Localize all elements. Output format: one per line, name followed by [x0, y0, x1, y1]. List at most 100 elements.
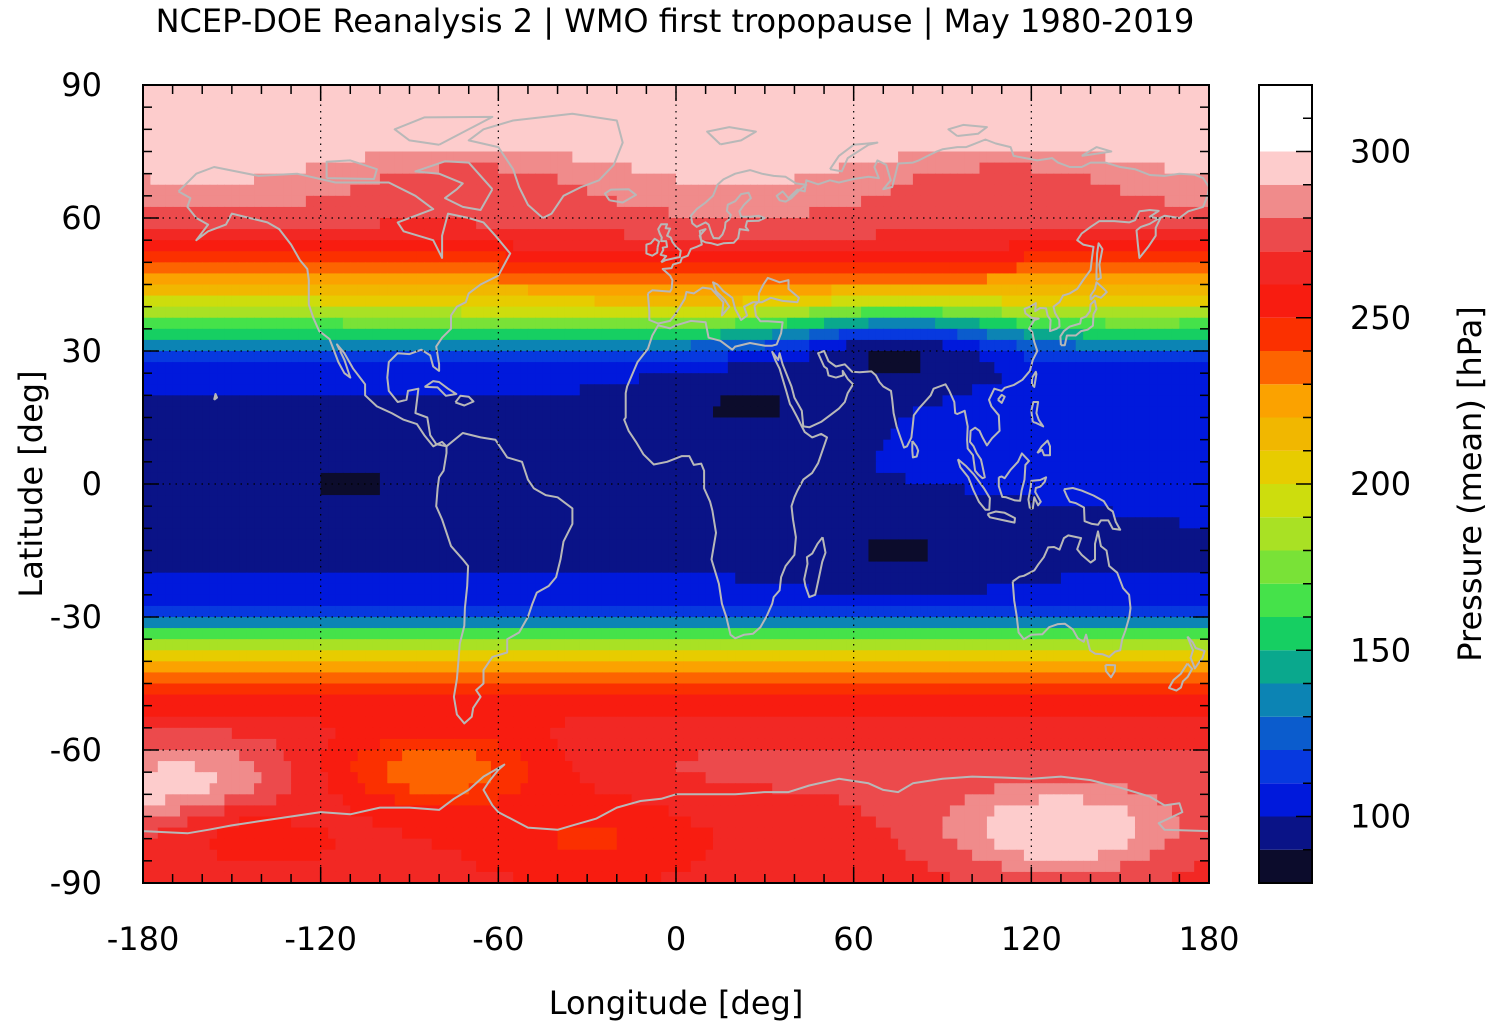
heatmap-cell: [698, 206, 707, 219]
heatmap-cell: [261, 339, 270, 352]
heatmap-cell: [402, 229, 411, 241]
heatmap-cell: [838, 262, 847, 275]
heatmap-cell: [690, 162, 699, 175]
heatmap-cell: [972, 351, 981, 363]
heatmap-cell: [616, 251, 625, 263]
heatmap-cell: [1090, 351, 1099, 363]
heatmap-cell: [698, 107, 707, 119]
heatmap-cell: [150, 384, 159, 396]
heatmap-cell: [402, 240, 411, 252]
heatmap-cell: [838, 96, 847, 108]
heatmap-cell: [180, 85, 189, 97]
heatmap-cell: [461, 262, 470, 275]
heatmap-cell: [268, 439, 277, 452]
heatmap-cell: [424, 339, 433, 352]
heatmap-cell: [1194, 151, 1203, 164]
heatmap-cell: [964, 351, 973, 363]
heatmap-cell: [254, 162, 263, 175]
heatmap-cell: [1186, 206, 1195, 219]
heatmap-cell: [1157, 229, 1166, 241]
heatmap-cell: [157, 439, 166, 452]
heatmap-cell: [683, 395, 692, 408]
heatmap-cell: [1157, 362, 1166, 374]
heatmap-cell: [246, 417, 255, 430]
heatmap-cell: [350, 428, 359, 441]
heatmap-cell: [853, 173, 862, 186]
heatmap-cell: [527, 107, 536, 119]
heatmap-cell: [624, 284, 633, 297]
heatmap-cell: [357, 317, 366, 330]
heatmap-cell: [1194, 129, 1203, 142]
heatmap-cell: [372, 351, 381, 363]
heatmap-cell: [846, 373, 855, 385]
heatmap-cell: [772, 96, 781, 108]
heatmap-cell: [735, 240, 744, 252]
heatmap-cell: [1038, 85, 1047, 97]
heatmap-cell: [698, 129, 707, 142]
heatmap-cell: [875, 118, 884, 130]
heatmap-cell: [187, 195, 196, 208]
heatmap-cell: [150, 450, 159, 463]
heatmap-cell: [979, 173, 988, 186]
heatmap-cell: [461, 351, 470, 363]
heatmap-cell: [298, 306, 307, 319]
heatmap-cell: [1090, 173, 1099, 186]
heatmap-cell: [1142, 162, 1151, 175]
heatmap-cell: [505, 450, 514, 463]
heatmap-cell: [720, 195, 729, 208]
heatmap-cell: [372, 450, 381, 463]
heatmap-cell: [809, 273, 818, 286]
heatmap-cell: [564, 140, 573, 153]
heatmap-cell: [476, 151, 485, 164]
heatmap-cell: [342, 395, 351, 408]
heatmap-cell: [239, 328, 248, 341]
heatmap-cell: [898, 351, 907, 363]
heatmap-cell: [875, 129, 884, 142]
heatmap-cell: [1112, 384, 1121, 396]
heatmap-cell: [446, 140, 455, 153]
heatmap-cell: [328, 129, 337, 142]
heatmap-cell: [1194, 406, 1203, 419]
heatmap-cell: [690, 351, 699, 363]
heatmap-cell: [165, 195, 174, 208]
heatmap-cell: [824, 262, 833, 275]
heatmap-cell: [520, 395, 529, 408]
heatmap-cell: [964, 96, 973, 108]
heatmap-cell: [194, 162, 203, 175]
heatmap-cell: [535, 195, 544, 208]
heatmap-cell: [498, 450, 507, 463]
heatmap-cell: [638, 461, 647, 474]
heatmap-cell: [1171, 317, 1180, 330]
heatmap-cell: [861, 317, 870, 330]
heatmap-cell: [898, 251, 907, 263]
heatmap-cell: [217, 373, 226, 385]
heatmap-cell: [1186, 384, 1195, 396]
heatmap-cell: [794, 417, 803, 430]
heatmap-cell: [357, 461, 366, 474]
heatmap-cell: [1179, 384, 1188, 396]
heatmap-cell: [520, 284, 529, 297]
heatmap-cell: [594, 206, 603, 219]
heatmap-cell: [143, 107, 151, 119]
heatmap-cell: [246, 262, 255, 275]
heatmap-cell: [202, 351, 211, 363]
heatmap-cell: [483, 129, 492, 142]
heatmap-cell: [172, 206, 181, 219]
heatmap-cell: [246, 461, 255, 474]
heatmap-cell: [542, 461, 551, 474]
heatmap-cell: [831, 373, 840, 385]
heatmap-cell: [328, 162, 337, 175]
heatmap-cell: [1134, 284, 1143, 297]
heatmap-cell: [246, 173, 255, 186]
heatmap-cell: [550, 218, 559, 230]
heatmap-cell: [180, 229, 189, 241]
heatmap-cell: [527, 395, 536, 408]
heatmap-cell: [905, 273, 914, 286]
heatmap-cell: [1075, 107, 1084, 119]
heatmap-cell: [483, 362, 492, 374]
heatmap-cell: [1142, 450, 1151, 463]
heatmap-cell: [165, 439, 174, 452]
heatmap-cell: [172, 251, 181, 263]
heatmap-cell: [609, 118, 618, 130]
heatmap-cell: [209, 273, 218, 286]
